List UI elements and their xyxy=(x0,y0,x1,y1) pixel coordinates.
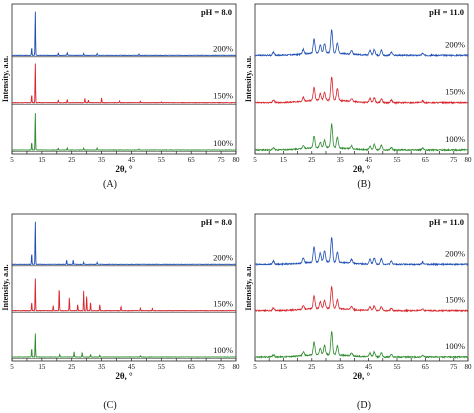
plot-frame xyxy=(254,3,469,155)
x-axis-label: 2θ, ° xyxy=(353,164,371,174)
series-line-100pct xyxy=(254,330,469,359)
series-label: 150% xyxy=(213,299,233,309)
panel-title: pH = 11.0 xyxy=(429,7,464,17)
x-tick-label: 80 xyxy=(233,156,241,164)
x-tick-label: 75 xyxy=(218,363,226,371)
x-tick-label: 5 xyxy=(253,156,257,164)
series-label: 150% xyxy=(213,91,233,101)
x-tick-label: 15 xyxy=(280,156,288,164)
x-tick-label: 75 xyxy=(450,156,458,164)
y-axis-label: Intensity, a.u. xyxy=(1,264,10,310)
y-axis-label: Intensity, a.u. xyxy=(244,56,253,102)
panel-caption: (D) xyxy=(357,400,371,411)
x-tick-label: 35 xyxy=(98,156,106,164)
x-tick-label: 25 xyxy=(308,363,316,371)
series-line-150pct xyxy=(11,63,236,104)
series-label: 200% xyxy=(213,252,233,262)
panel-title: pH = 8.0 xyxy=(201,7,232,17)
y-axis-label: Intensity, a.u. xyxy=(1,56,10,102)
x-tick-label: 65 xyxy=(188,363,196,371)
x-axis-label: 2θ, ° xyxy=(115,164,133,174)
x-axis-label: 2θ, ° xyxy=(115,371,133,381)
series-label: 150% xyxy=(445,87,465,97)
x-tick-label: 25 xyxy=(68,363,76,371)
panel-title: pH = 11.0 xyxy=(429,217,464,227)
y-axis-label: Intensity, a.u. xyxy=(244,264,253,310)
x-tick-label: 35 xyxy=(98,363,106,371)
x-axis-label: 2θ, ° xyxy=(353,371,371,381)
series-line-200pct xyxy=(254,29,469,58)
x-tick-label: 45 xyxy=(128,156,136,164)
x-tick-label: 75 xyxy=(218,156,226,164)
series-line-200pct xyxy=(11,11,237,57)
x-tick-label: 55 xyxy=(394,156,402,164)
series-label: 100% xyxy=(445,134,465,144)
x-tick-label: 5 xyxy=(10,156,14,164)
x-tick-label: 65 xyxy=(422,363,430,371)
x-tick-label: 55 xyxy=(158,363,166,371)
x-tick-label: 65 xyxy=(422,156,430,164)
x-tick-label: 45 xyxy=(365,363,373,371)
series-line-100pct xyxy=(254,123,469,153)
panel-caption: (A) xyxy=(103,179,117,190)
plot-frame xyxy=(254,213,469,362)
series-label: 200% xyxy=(445,248,465,258)
series-label: 200% xyxy=(213,43,233,53)
x-tick-label: 35 xyxy=(337,156,345,164)
series-line-200pct xyxy=(254,236,469,267)
x-tick-label: 45 xyxy=(365,156,373,164)
plot-frame xyxy=(11,213,237,362)
panel-title: pH = 8.0 xyxy=(201,217,232,227)
x-tick-label: 25 xyxy=(68,156,76,164)
series-label: 150% xyxy=(445,295,465,305)
x-tick-label: 80 xyxy=(465,363,473,371)
panel-caption: (B) xyxy=(357,179,370,190)
x-tick-label: 5 xyxy=(10,363,14,371)
x-tick-label: 15 xyxy=(280,363,288,371)
x-tick-label: 15 xyxy=(38,156,46,164)
series-label: 200% xyxy=(445,39,465,49)
x-tick-label: 55 xyxy=(394,363,402,371)
x-tick-label: 35 xyxy=(337,363,345,371)
x-tick-label: 45 xyxy=(128,363,136,371)
series-line-150pct xyxy=(254,285,469,313)
series-line-150pct xyxy=(11,278,237,312)
x-tick-label: 5 xyxy=(253,363,257,371)
x-tick-label: 75 xyxy=(450,363,458,371)
series-line-100pct xyxy=(11,113,237,151)
x-tick-label: 25 xyxy=(308,156,316,164)
x-tick-label: 55 xyxy=(158,156,166,164)
series-line-150pct xyxy=(254,76,469,105)
panel-caption: (C) xyxy=(103,400,116,411)
panel-a: 5 15 25 35 45 55 65 75 80 2θ, ° Intensity, a.u. pH … xyxy=(1,3,241,190)
panel-b: 5 15 25 35 45 55 65 75 80 2θ, ° Intensity, a.u. pH … xyxy=(244,3,473,190)
x-tick-label: 15 xyxy=(38,363,46,371)
series-label: 100% xyxy=(213,138,233,148)
series-label: 100% xyxy=(213,345,233,355)
series-line-100pct xyxy=(11,333,237,358)
series-label: 100% xyxy=(445,341,465,351)
panel-d: 5 15 25 35 45 55 65 75 80 2θ, ° Intensity, a.u. pH … xyxy=(244,213,473,411)
x-tick-label: 80 xyxy=(465,156,473,164)
series-line-200pct xyxy=(11,221,237,266)
x-tick-label: 65 xyxy=(188,156,196,164)
x-tick-label: 80 xyxy=(233,363,241,371)
plot-frame xyxy=(11,3,237,155)
panel-c: 5 15 25 35 45 55 65 75 80 2θ, ° Intensity, a.u. pH … xyxy=(1,213,241,411)
